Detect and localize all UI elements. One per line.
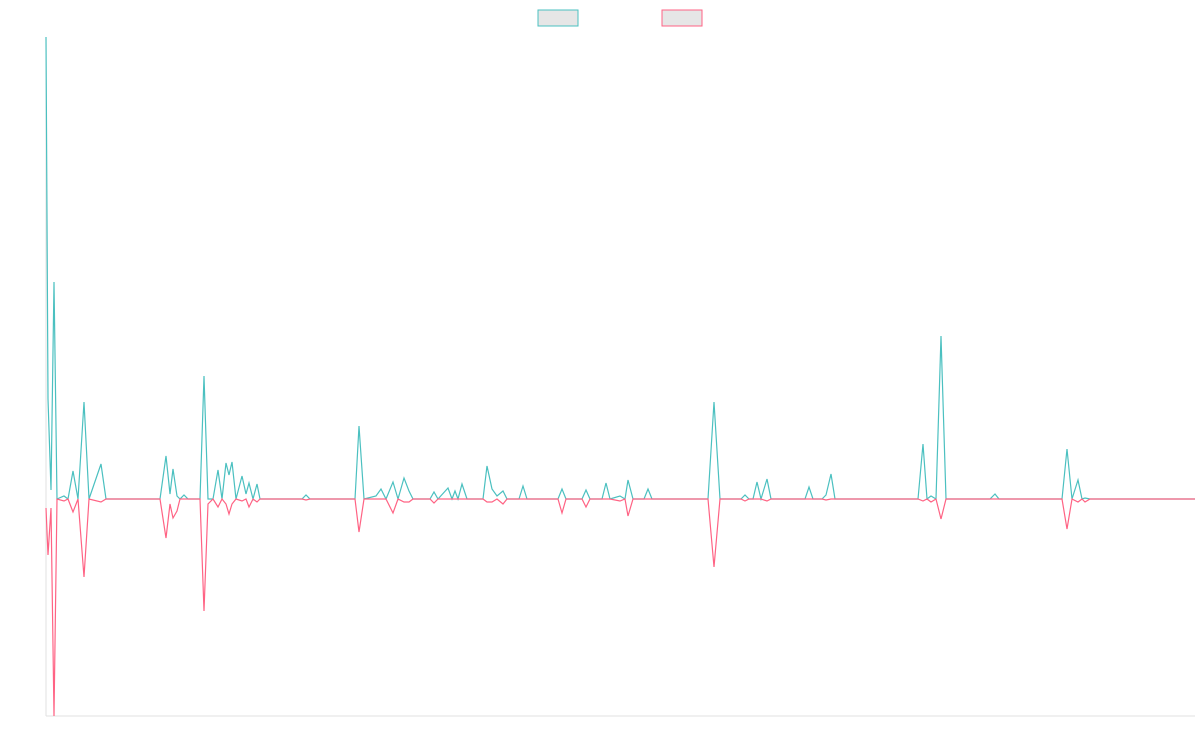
legend-swatch: [661, 9, 703, 27]
legend-swatch: [537, 9, 579, 27]
series-line: [45, 497, 1195, 717]
series-line: [45, 36, 1195, 502]
